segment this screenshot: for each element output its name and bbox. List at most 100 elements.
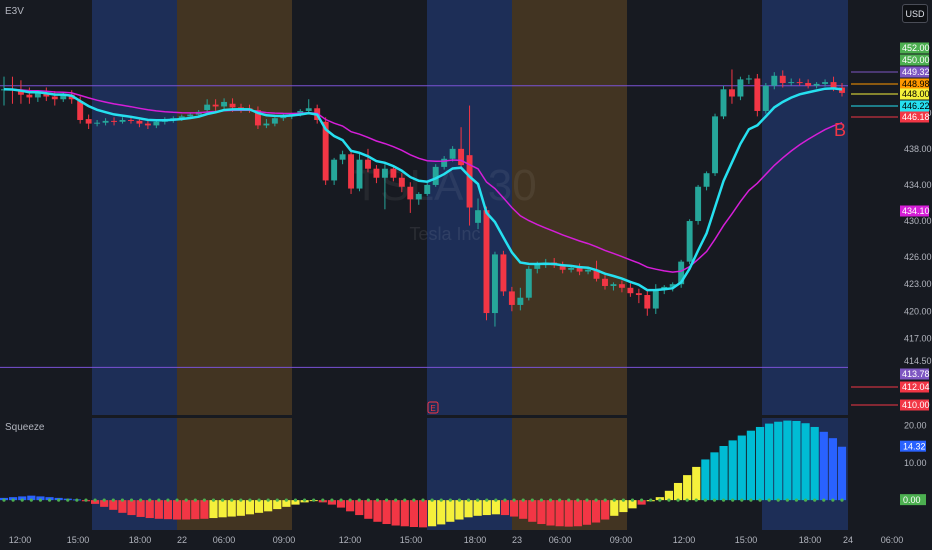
candle-body [77,101,84,120]
squeeze-dot [202,498,206,502]
price-tag-label: 448.98 [902,79,930,89]
squeeze-bar [400,500,409,527]
squeeze-dot [211,498,216,502]
squeeze-dot [822,498,826,502]
x-tick-label: 15:00 [735,535,758,545]
squeeze-dot [731,498,735,502]
squeeze-bar [182,500,191,520]
price-tag-label: 448.00 [902,89,930,99]
squeeze-bar [765,423,774,501]
candle-body [483,210,490,314]
squeeze-dot [512,498,516,502]
squeeze-bar [473,500,482,516]
squeeze-dot [384,498,389,502]
squeeze-bar [464,500,473,518]
candle-body [517,297,524,305]
squeeze-dot [175,498,179,502]
squeeze-bar [227,500,236,517]
squeeze-dot [84,498,88,502]
squeeze-dot [521,498,525,502]
squeeze-bar [692,466,701,501]
squeeze-dot [667,498,671,502]
squeeze-dot [503,498,507,502]
squeeze-bar [500,500,510,516]
squeeze-bar [582,500,592,525]
candle-body [678,261,685,285]
x-tick-label: 15:00 [400,535,423,545]
candle-body [788,82,795,84]
price-tag-label: 413.78 [902,369,930,379]
squeeze-dot [621,498,625,502]
candle-body [204,104,211,111]
candle-body [305,108,312,111]
squeeze-bar [391,500,400,526]
squeeze-dot [148,498,152,502]
candle-body [745,78,752,80]
candle-body [500,254,507,292]
squeeze-dot [394,498,398,502]
squeeze-dot [466,498,471,502]
candle-body [762,85,769,111]
squeeze-dot [421,498,425,502]
squeeze-dot [330,498,334,502]
candle-body [51,96,58,100]
squeeze-dot [248,498,252,502]
candle-body [652,289,659,309]
earnings-marker-e: E [430,404,435,413]
candle-body [187,114,194,117]
squeeze-dot [494,498,498,502]
squeeze-bar [90,500,100,504]
candle-body [491,254,498,314]
squeeze-dot [840,498,844,502]
y-tick-label: 417.00 [904,333,932,343]
squeeze-bar [136,500,145,517]
squeeze-dot [2,498,6,502]
squeeze-bar [418,500,428,528]
watermark-name: Tesla Inc [409,224,480,244]
candle-body [525,268,532,298]
squeeze-bar [801,423,810,501]
squeeze-bar [591,500,601,523]
candle-body [339,154,346,160]
squeeze-dot [412,498,416,502]
squeeze-bar [154,500,163,519]
squeeze-bar [27,495,36,501]
candle-body [119,119,126,122]
squeeze-dot [102,498,106,502]
squeeze-dot [57,498,61,502]
y-tick-label: 438.00 [904,144,932,154]
squeeze-bar [218,500,227,518]
candle-body [424,184,431,194]
pane-divider [0,415,848,418]
squeeze-bar [491,500,500,515]
candle-body [229,103,236,108]
candle-body [128,119,134,121]
price-tag [900,368,929,380]
candle-body [458,148,465,166]
squeeze-dot [630,498,635,502]
squeeze-dot [776,498,780,502]
squeeze-bar [664,490,674,501]
squeeze-bar [673,482,683,501]
candle-body [568,267,575,270]
squeeze-bar [446,500,455,522]
squeeze-dot [38,498,43,502]
squeeze-dot [740,498,744,502]
squeeze-bar [683,475,692,501]
candle-body [365,159,371,169]
price-tag [900,100,929,112]
candle-body [720,89,727,117]
squeeze-dot [47,498,52,502]
squeeze-bar [336,500,346,508]
currency-button[interactable]: USD [902,4,928,23]
squeeze-dot [694,498,698,502]
candle-body [627,287,634,294]
price-tag-label: 410.00 [902,400,930,410]
x-tick-label: 24 [843,535,853,545]
squeeze-bar [783,420,792,501]
squeeze-dot [120,498,125,502]
squeeze-dot [803,498,808,502]
ema-slow-line [3,88,843,273]
candle-body [771,75,778,86]
